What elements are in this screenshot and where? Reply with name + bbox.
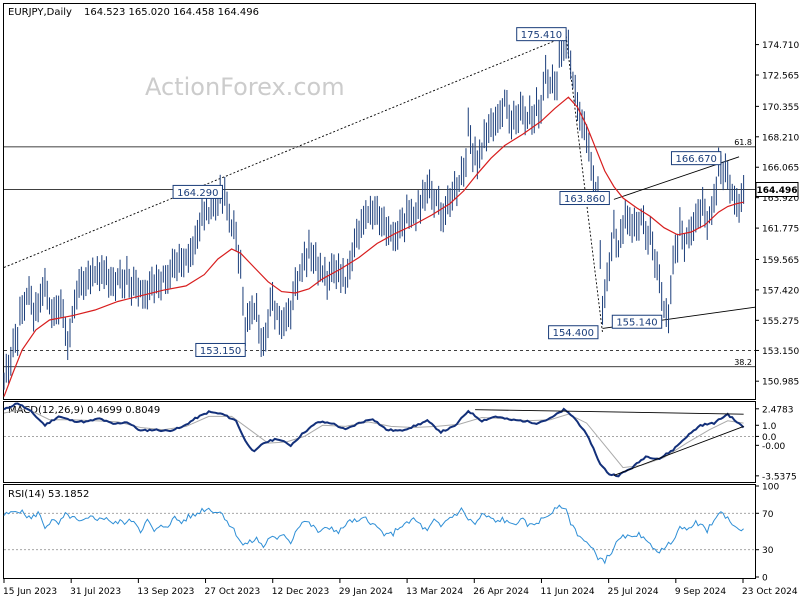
price-annotation-label: 166.670	[675, 154, 716, 165]
price-axis-label: 174.710	[762, 41, 799, 51]
price-annotation-label: 155.140	[616, 318, 657, 329]
macd-axis-label: 1.0	[762, 422, 777, 432]
price-annotation-label: 163.860	[564, 194, 605, 205]
macd-line	[3, 402, 745, 478]
axis-layer: 174.710 172.565 170.355 168.210 166.065 163.9…	[3, 41, 799, 597]
price-annotation-box	[559, 191, 610, 206]
price-layer: 61.8 38.2 175.410 164.290 166.670 163.860 153.…	[3, 27, 756, 397]
rsi-line	[3, 504, 744, 565]
macd-axis-label: 0.0	[762, 433, 777, 443]
time-axis-label: 9 Sep 2024	[675, 587, 727, 597]
rsi-axis-label: 70	[762, 510, 774, 520]
price-panel-frame	[3, 3, 756, 400]
price-trendline	[565, 36, 603, 333]
rsi-axis-label: 30	[762, 546, 774, 556]
macd-trendline	[613, 425, 744, 476]
price-annotation-label: 175.410	[521, 30, 562, 41]
moving-average-line	[3, 96, 744, 397]
price-trendline	[3, 35, 567, 268]
time-axis-label: 26 Apr 2024	[473, 587, 529, 597]
fib-level-label: 38.2	[734, 358, 752, 367]
price-axis-label: 155.275	[762, 317, 799, 327]
time-axis-label: 23 Oct 2024	[742, 587, 798, 597]
price-annotation-box	[172, 184, 223, 199]
time-axis-label: 29 Jan 2024	[339, 587, 393, 597]
price-annotation-label: 154.400	[553, 328, 594, 339]
time-axis-label: 13 Mar 2024	[406, 587, 463, 597]
watermark: ActionForex.com	[145, 73, 345, 101]
price-axis-label: 166.065	[762, 164, 799, 174]
macd-layer	[3, 402, 755, 478]
price-axis-label: 170.355	[762, 103, 799, 113]
time-axis-label: 15 Jun 2023	[3, 587, 57, 597]
macd-axis-label: -3.5375	[762, 472, 797, 482]
rsi-axis-label: 100	[762, 483, 779, 493]
price-annotation-box	[670, 151, 722, 166]
price-annotation-box	[516, 27, 567, 42]
time-axis-label: 13 Sep 2023	[137, 587, 194, 597]
rsi-label: RSI(14) 53.1852	[8, 489, 89, 500]
price-annotation-box	[548, 325, 599, 340]
price-axis-label: 153.150	[762, 347, 799, 357]
price-axis-label: 163.920	[762, 194, 799, 204]
price-annotation-label: 153.150	[200, 346, 241, 357]
fib-level-label: 61.8	[734, 138, 752, 147]
time-axis-label: 12 Dec 2023	[272, 587, 330, 597]
symbol-label: EURJPY,Daily	[8, 7, 72, 18]
price-annotation-label: 164.290	[177, 188, 218, 199]
price-axis-label: 172.565	[762, 72, 799, 82]
rsi-layer	[3, 504, 755, 565]
price-axis-label: 157.420	[762, 286, 799, 296]
macd-trendline	[475, 409, 744, 415]
price-axis-label: 161.775	[762, 225, 799, 235]
macd-axis-label: -0.00	[762, 442, 786, 452]
ohlc-label: 164.523 165.020 164.458 164.496	[84, 7, 259, 18]
price-annotation-box	[611, 314, 663, 329]
price-axis-label: 168.210	[762, 133, 799, 143]
price-axis-label: 150.985	[762, 378, 799, 388]
time-axis-label: 27 Oct 2023	[205, 587, 261, 597]
rsi-axis-label: 0	[762, 574, 768, 584]
price-axis-label: 159.565	[762, 256, 799, 266]
macd-label: MACD(12,26,9) 0.4699 0.8049	[8, 405, 160, 416]
time-axis-label: 11 Jun 2024	[540, 587, 594, 597]
macd-axis-label: 2.4783	[762, 405, 794, 415]
time-axis-label: 25 Jul 2024	[608, 587, 659, 597]
last-price-box	[755, 181, 799, 197]
time-axis-label: 31 Jul 2023	[70, 587, 121, 597]
rsi-panel-frame	[3, 484, 756, 579]
last-price-label: 164.496	[757, 186, 798, 196]
price-annotation-box	[195, 342, 246, 357]
